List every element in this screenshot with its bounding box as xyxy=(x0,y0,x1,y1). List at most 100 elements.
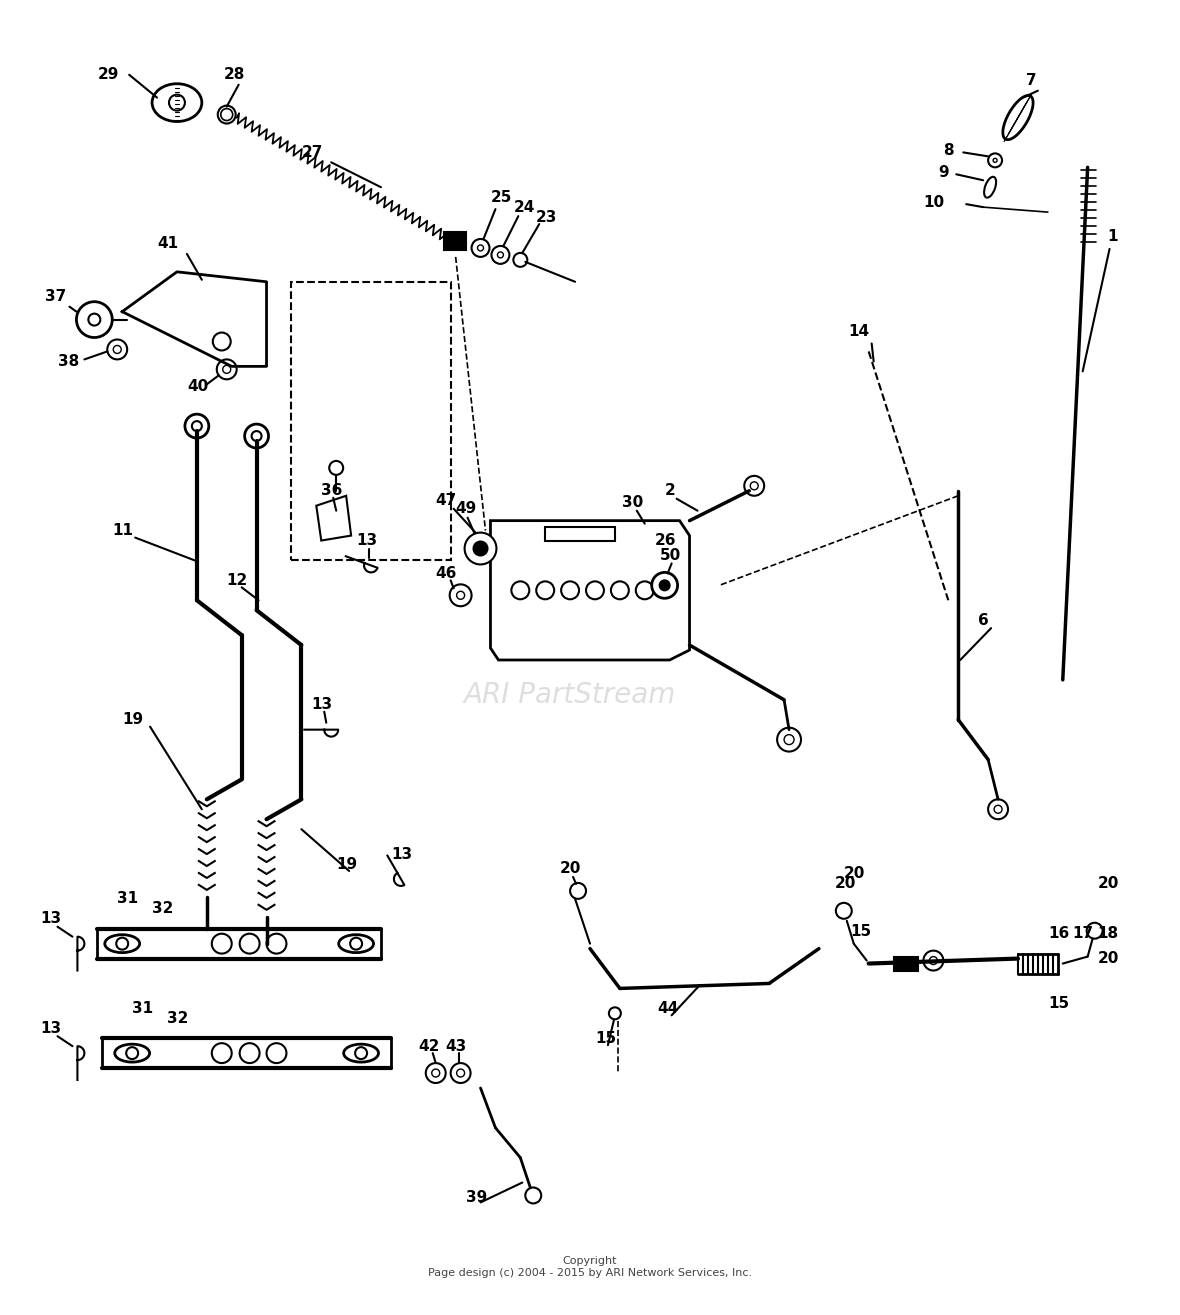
Circle shape xyxy=(930,956,937,964)
Circle shape xyxy=(426,1063,446,1084)
Text: 30: 30 xyxy=(622,496,643,510)
Circle shape xyxy=(525,1187,542,1203)
Polygon shape xyxy=(316,496,352,540)
Text: 13: 13 xyxy=(312,697,333,713)
Text: 25: 25 xyxy=(491,189,512,205)
Text: 11: 11 xyxy=(112,523,133,538)
Circle shape xyxy=(609,1007,621,1019)
Circle shape xyxy=(778,727,801,752)
Text: 31: 31 xyxy=(117,892,138,906)
Circle shape xyxy=(478,245,484,251)
Text: 49: 49 xyxy=(455,501,477,517)
Circle shape xyxy=(267,934,287,953)
Circle shape xyxy=(240,1043,260,1063)
Text: 14: 14 xyxy=(848,323,870,339)
Circle shape xyxy=(651,572,677,598)
Circle shape xyxy=(223,366,231,373)
Circle shape xyxy=(745,476,765,496)
Circle shape xyxy=(212,333,231,351)
Circle shape xyxy=(192,421,202,431)
Text: 43: 43 xyxy=(446,1039,467,1053)
Circle shape xyxy=(994,805,1002,813)
Circle shape xyxy=(750,481,759,489)
Text: 40: 40 xyxy=(186,379,208,393)
Circle shape xyxy=(211,934,231,953)
Ellipse shape xyxy=(343,1044,379,1063)
Text: 9: 9 xyxy=(938,164,949,180)
Text: 20: 20 xyxy=(1097,951,1119,967)
Text: 17: 17 xyxy=(1073,926,1094,942)
Text: 44: 44 xyxy=(657,1001,678,1016)
Text: 32: 32 xyxy=(168,1011,189,1026)
Circle shape xyxy=(536,581,555,600)
Text: 20: 20 xyxy=(844,867,865,881)
Circle shape xyxy=(221,109,232,121)
Text: 36: 36 xyxy=(321,484,342,498)
Text: 37: 37 xyxy=(45,289,66,304)
Circle shape xyxy=(994,158,997,162)
Text: 19: 19 xyxy=(123,713,143,727)
Text: ARI PartStream: ARI PartStream xyxy=(464,681,676,709)
Circle shape xyxy=(835,903,852,919)
Text: 47: 47 xyxy=(435,493,457,508)
Ellipse shape xyxy=(105,935,139,952)
Text: 31: 31 xyxy=(132,1001,153,1016)
Circle shape xyxy=(432,1069,440,1077)
Polygon shape xyxy=(491,521,689,660)
Circle shape xyxy=(251,431,262,441)
Circle shape xyxy=(465,533,497,564)
Ellipse shape xyxy=(1003,96,1034,139)
Text: 20: 20 xyxy=(1097,876,1119,892)
Circle shape xyxy=(562,581,579,600)
Text: 24: 24 xyxy=(513,200,535,214)
Circle shape xyxy=(350,938,362,949)
Circle shape xyxy=(491,246,510,264)
Ellipse shape xyxy=(218,105,236,124)
Text: 16: 16 xyxy=(1048,926,1069,942)
Circle shape xyxy=(457,592,465,600)
Ellipse shape xyxy=(152,84,202,121)
Circle shape xyxy=(457,1069,465,1077)
Bar xyxy=(893,956,918,970)
Circle shape xyxy=(117,938,129,949)
Text: 15: 15 xyxy=(595,1031,616,1045)
Circle shape xyxy=(924,951,943,970)
Circle shape xyxy=(988,800,1008,819)
Ellipse shape xyxy=(984,176,996,197)
Text: 7: 7 xyxy=(1025,74,1036,88)
Text: 27: 27 xyxy=(301,145,323,160)
Circle shape xyxy=(451,1063,471,1084)
Circle shape xyxy=(185,414,209,438)
Ellipse shape xyxy=(114,1044,150,1063)
Text: 13: 13 xyxy=(391,847,412,861)
Circle shape xyxy=(211,1043,231,1063)
Text: 19: 19 xyxy=(336,856,358,872)
Circle shape xyxy=(636,581,654,600)
Circle shape xyxy=(77,301,112,338)
Circle shape xyxy=(107,339,127,359)
Circle shape xyxy=(570,882,586,899)
Text: 32: 32 xyxy=(152,901,173,917)
Circle shape xyxy=(126,1047,138,1059)
Text: 50: 50 xyxy=(660,548,681,563)
Text: 28: 28 xyxy=(224,67,245,83)
Text: 41: 41 xyxy=(157,237,178,251)
Text: 6: 6 xyxy=(978,613,989,627)
Text: 29: 29 xyxy=(97,67,119,83)
Text: 12: 12 xyxy=(227,573,248,588)
Text: 23: 23 xyxy=(536,209,557,225)
Text: Copyright
Page design (c) 2004 - 2015 by ARI Network Services, Inc.: Copyright Page design (c) 2004 - 2015 by… xyxy=(428,1256,752,1278)
Bar xyxy=(444,231,466,250)
Text: 13: 13 xyxy=(40,1020,61,1036)
Circle shape xyxy=(1087,923,1102,939)
Text: 39: 39 xyxy=(466,1190,487,1205)
Circle shape xyxy=(88,313,100,326)
Text: 13: 13 xyxy=(356,533,378,548)
Text: 13: 13 xyxy=(40,911,61,926)
Text: 42: 42 xyxy=(419,1039,440,1053)
Circle shape xyxy=(472,239,490,256)
Circle shape xyxy=(113,346,122,354)
Circle shape xyxy=(244,425,269,448)
Circle shape xyxy=(498,252,504,258)
Text: 26: 26 xyxy=(655,533,676,548)
